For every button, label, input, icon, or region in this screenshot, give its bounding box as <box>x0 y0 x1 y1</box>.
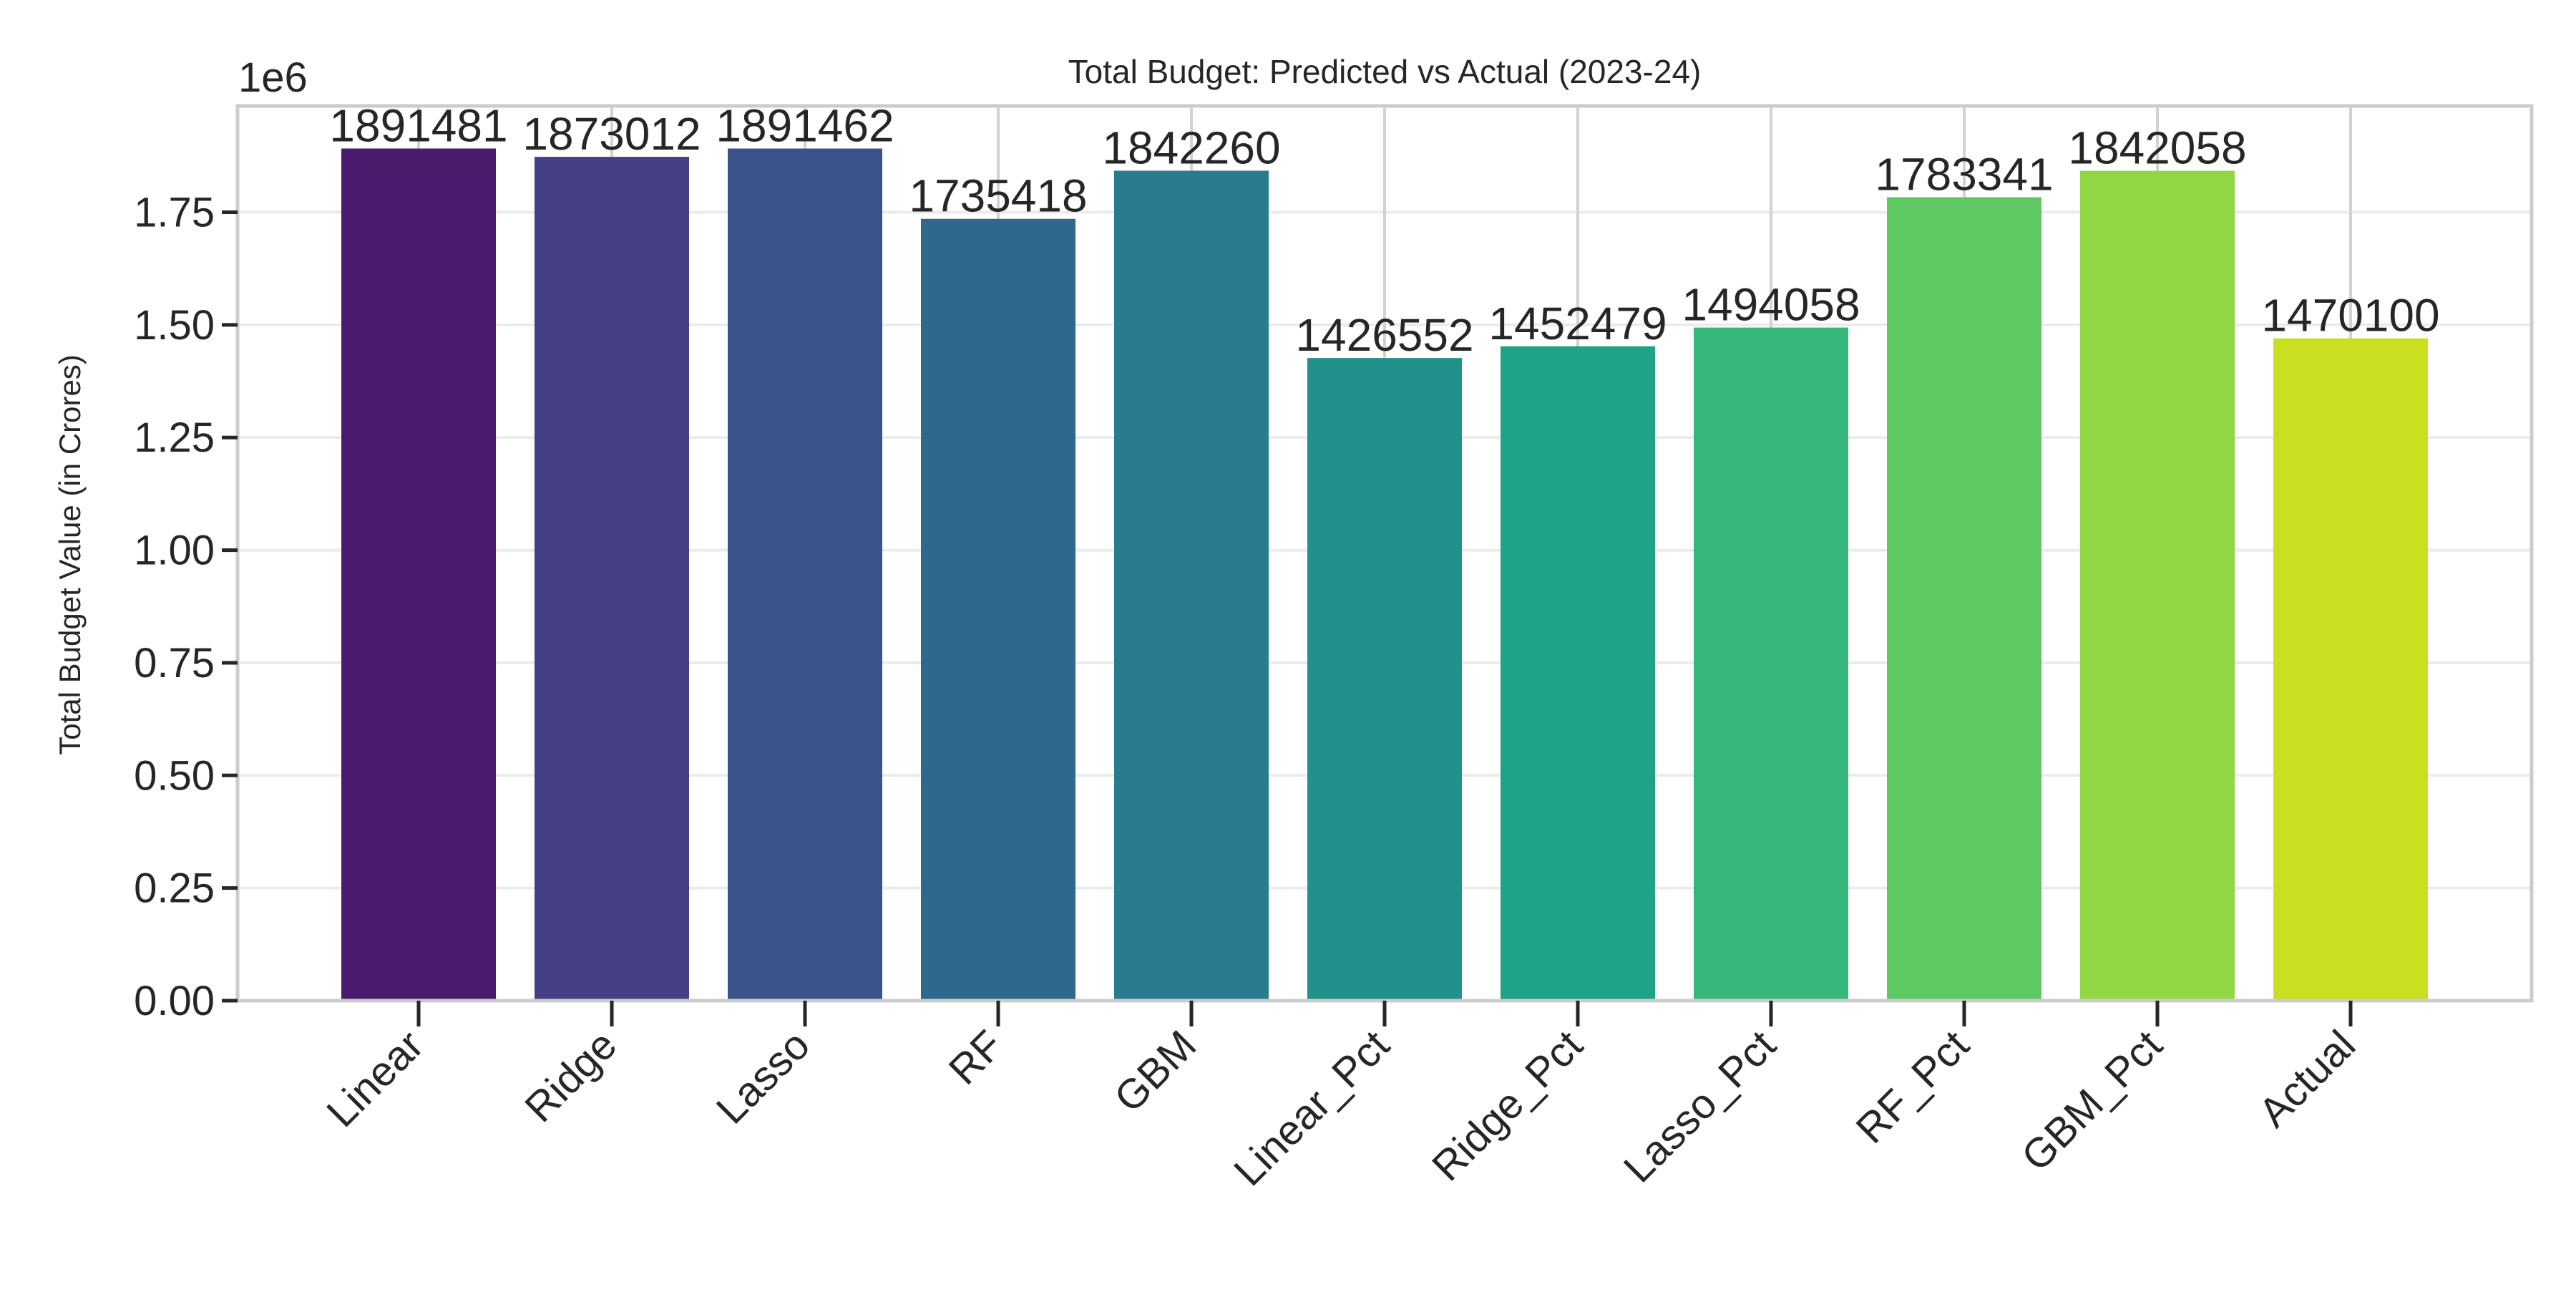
y-tick-label: 0.75 <box>134 640 215 686</box>
bar-value-label: 1494058 <box>1682 279 1860 331</box>
bar-value-label: 1891462 <box>716 100 894 152</box>
bar-actual <box>2273 338 2428 1001</box>
bar-value-label: 1470100 <box>2261 290 2439 341</box>
bar-value-label: 1452479 <box>1488 298 1667 349</box>
y-tick-label: 1.00 <box>134 528 215 574</box>
bar-ridge <box>535 157 689 1001</box>
y-axis-label: Total Budget Value (in Crores) <box>53 354 87 755</box>
y-tick-label: 0.25 <box>134 865 215 912</box>
data-labels: 1891481 1873012 1891462 1735418 1842260 14265… <box>329 99 2439 361</box>
y-tick-label: 0.00 <box>134 978 215 1024</box>
y-tick-label: 1.50 <box>134 302 215 349</box>
y-axis-offset-label: 1e6 <box>238 54 308 101</box>
bar-linear <box>341 148 496 1001</box>
bar-ridge-pct <box>1501 346 1655 1001</box>
bar-value-label: 1426552 <box>1295 309 1473 361</box>
bar-rf-pct <box>1887 197 2041 1001</box>
bar-value-label: 1842260 <box>1102 122 1280 173</box>
bar-gbm <box>1114 170 1269 1001</box>
y-tick-label: 1.25 <box>134 414 215 461</box>
bar-lasso-pct <box>1694 327 1848 1001</box>
chart-title: Total Budget: Predicted vs Actual (2023-… <box>1068 53 1702 90</box>
bar-value-label: 1783341 <box>1875 149 2053 200</box>
bars <box>341 148 2428 1001</box>
bar-value-label: 1873012 <box>522 108 701 160</box>
y-tick-label: 1.75 <box>134 190 215 236</box>
bar-value-label: 1891481 <box>329 99 507 151</box>
bar-linear-pct <box>1307 358 1462 1001</box>
bar-lasso <box>728 148 882 1001</box>
bar-value-label: 1735418 <box>909 170 1087 222</box>
bar-value-label: 1842058 <box>2068 122 2246 174</box>
bar-gbm-pct <box>2080 170 2235 1001</box>
y-tick-label: 0.50 <box>134 752 215 799</box>
bar-rf <box>921 218 1075 1001</box>
